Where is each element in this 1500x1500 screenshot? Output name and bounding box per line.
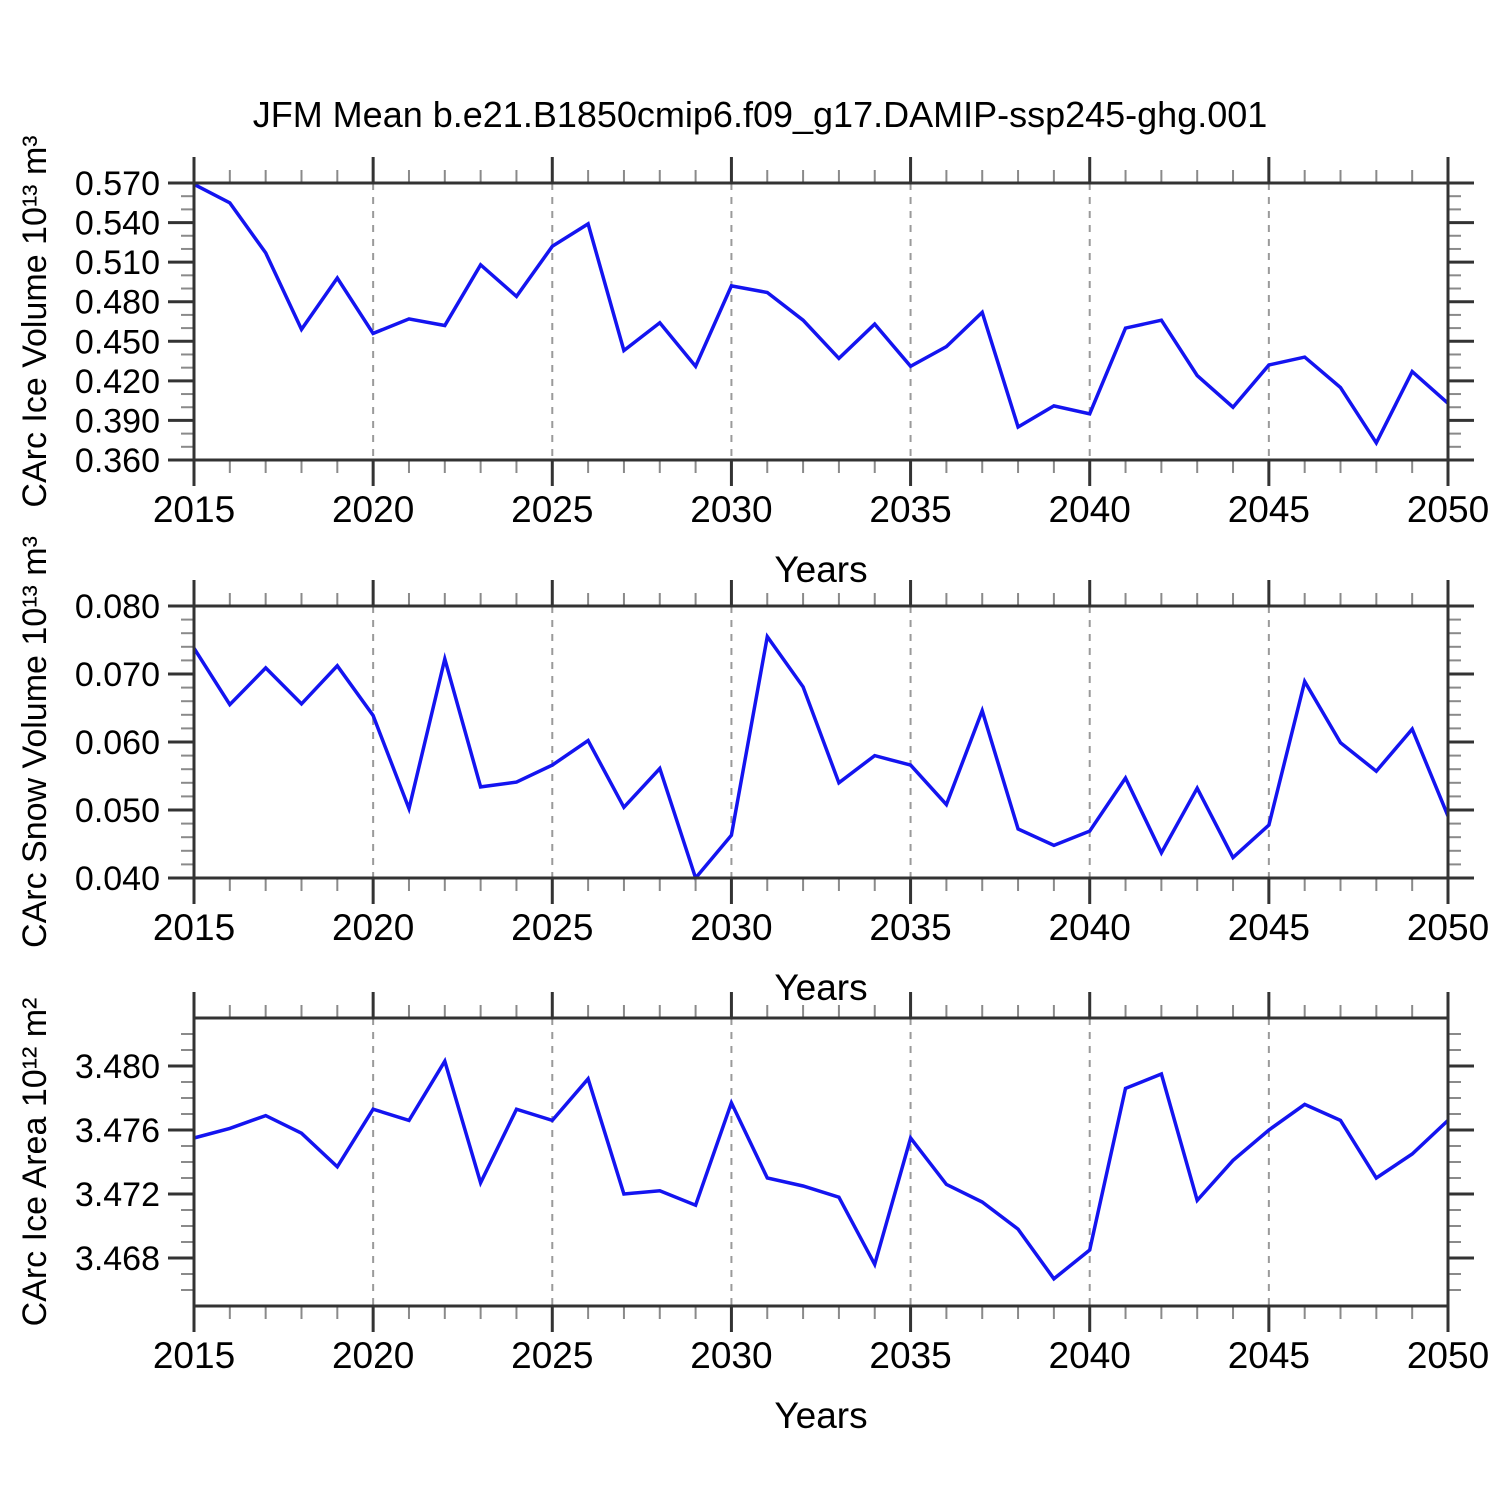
y-tick-label: 0.390 <box>75 402 160 440</box>
y-tick-label: 0.570 <box>75 165 160 203</box>
plot-border <box>192 1016 1450 1308</box>
y-tick-label: 0.510 <box>75 244 160 282</box>
x-tick-label: 2050 <box>1407 1335 1489 1376</box>
x-tick-label: 2030 <box>690 907 772 948</box>
y-tick-label: 0.360 <box>75 442 160 480</box>
series-line-carc-ice-area <box>193 1056 1450 1282</box>
x-tick-label: 2035 <box>869 489 951 530</box>
y-tick-label: 0.540 <box>75 205 160 243</box>
x-tick-labels: 2015 2020 2025 2030 2035 2040 2045 2050 <box>153 1335 1489 1376</box>
x-tick-label: 2025 <box>511 489 593 530</box>
y-tick-labels: 0.040 0.050 0.060 0.070 0.080 <box>75 588 160 898</box>
series-line-carc-ice-volume <box>193 182 1450 447</box>
major-ticks <box>168 157 1474 486</box>
x-tick-label: 2040 <box>1049 1335 1131 1376</box>
y-tick-label: 3.480 <box>75 1048 160 1086</box>
x-tick-label: 2045 <box>1228 907 1310 948</box>
x-tick-label: 2030 <box>690 1335 772 1376</box>
x-tick-label: 2050 <box>1407 489 1489 530</box>
x-axis-title: Years <box>774 1395 867 1436</box>
minor-ticks <box>181 170 1461 473</box>
chart-snow-volume: 2015 2020 2025 2030 2035 2040 2045 20500.0400.0… <box>16 536 1489 1008</box>
x-tick-label: 2020 <box>332 1335 414 1376</box>
series-line-carc-snow-volume <box>192 632 1450 882</box>
x-tick-label: 2025 <box>511 1335 593 1376</box>
plot-border <box>192 604 1450 880</box>
major-ticks <box>168 580 1474 904</box>
x-tick-label: 2045 <box>1228 489 1310 530</box>
y-tick-label: 0.070 <box>75 656 160 694</box>
y-tick-label: 0.450 <box>75 323 160 361</box>
y-tick-label: 0.080 <box>75 588 160 626</box>
figure-title: JFM Mean b.e21.B1850cmip6.f09_g17.DAMIP-… <box>253 94 1268 135</box>
y-tick-label: 3.476 <box>75 1112 160 1150</box>
x-tick-label: 2020 <box>332 907 414 948</box>
minor-ticks <box>181 1005 1461 1319</box>
x-tick-label: 2040 <box>1049 907 1131 948</box>
plot-border <box>192 181 1450 462</box>
x-tick-label: 2035 <box>869 1335 951 1376</box>
y-axis-title: CArc Ice Area 10¹² m² <box>16 998 54 1327</box>
y-tick-label: 0.040 <box>75 860 160 898</box>
x-tick-label: 2015 <box>153 489 235 530</box>
y-tick-label: 3.472 <box>75 1176 160 1214</box>
x-tick-label: 2045 <box>1228 1335 1310 1376</box>
x-tick-label: 2015 <box>153 1335 235 1376</box>
x-axis-title: Years <box>774 967 867 1008</box>
chart-ice-area: 2015 2020 2025 2030 2035 2040 2045 20503.4683.4… <box>16 992 1489 1436</box>
x-tick-label: 2050 <box>1407 907 1489 948</box>
x-tick-label: 2030 <box>690 489 772 530</box>
x-tick-label: 2020 <box>332 489 414 530</box>
x-tick-label: 2025 <box>511 907 593 948</box>
y-axis-title: CArc Snow Volume 10¹³ m³ <box>16 536 54 948</box>
y-tick-label: 0.480 <box>75 284 160 322</box>
y-tick-label: 0.420 <box>75 363 160 401</box>
x-tick-labels: 2015 2020 2025 2030 2035 2040 2045 2050 <box>153 907 1489 948</box>
x-tick-label: 2035 <box>869 907 951 948</box>
gridlines <box>372 1018 1270 1306</box>
gridlines <box>372 183 1270 460</box>
minor-ticks <box>181 593 1461 891</box>
y-tick-label: 0.050 <box>75 792 160 830</box>
chart-ice-volume: 2015 2020 2025 2030 2035 2040 2045 2050 0.3600.3… <box>16 135 1489 590</box>
y-tick-label: 0.060 <box>75 724 160 762</box>
x-axis-title: Years <box>774 549 867 590</box>
y-tick-label: 3.468 <box>75 1240 160 1278</box>
x-tick-labels: 2015 2020 2025 2030 2035 2040 2045 2050 <box>153 489 1489 530</box>
y-axis-title: CArc Ice Volume 10¹³ m³ <box>16 135 54 507</box>
y-tick-labels: 3.468 3.472 3.476 3.480 <box>75 1048 160 1278</box>
major-ticks <box>168 992 1474 1332</box>
x-tick-label: 2015 <box>153 907 235 948</box>
x-tick-label: 2040 <box>1049 489 1131 530</box>
gridlines <box>372 606 1270 878</box>
